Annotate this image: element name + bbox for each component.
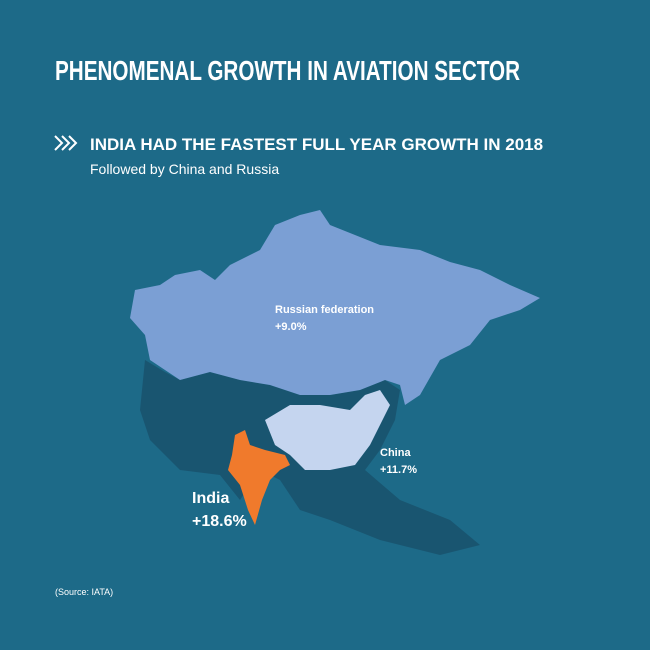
region-name: China xyxy=(380,447,411,459)
map xyxy=(130,210,540,555)
russia-shape xyxy=(130,210,540,405)
region-growth: +11.7% xyxy=(380,464,417,476)
region-name: Russian federation xyxy=(275,304,374,316)
india-shape xyxy=(228,430,290,525)
china-shape xyxy=(265,390,390,470)
region-growth: +18.6% xyxy=(192,513,247,530)
chevrons xyxy=(54,135,78,151)
subheadline: Followed by China and Russia xyxy=(90,161,279,177)
title: PHENOMENAL GROWTH IN AVIATION SECTOR xyxy=(55,55,520,86)
region-name: India xyxy=(192,490,229,507)
source: (Source: IATA) xyxy=(55,587,113,597)
region-growth: +9.0% xyxy=(275,321,307,333)
headline: INDIA HAD THE FASTEST FULL YEAR GROWTH I… xyxy=(90,135,543,154)
